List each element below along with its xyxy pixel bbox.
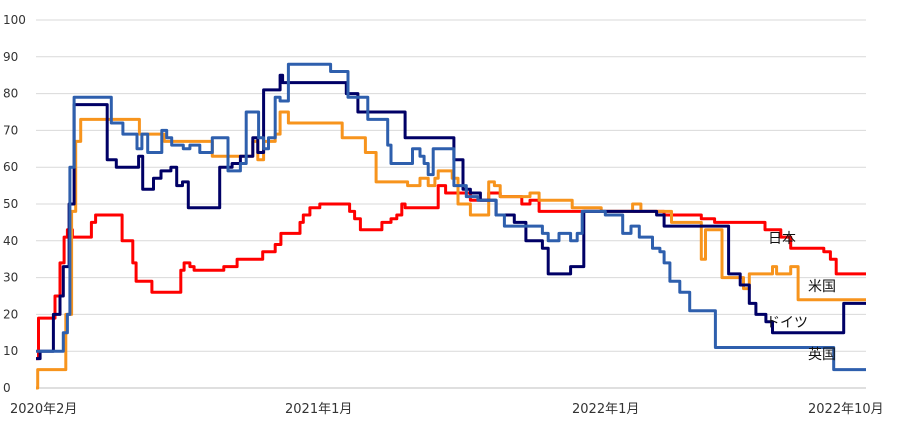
series-label: 日本 <box>768 231 796 247</box>
series-line-1 <box>36 110 866 390</box>
y-tick-label: 80 <box>3 87 18 101</box>
y-tick-label: 10 <box>3 344 18 358</box>
y-tick-label: 30 <box>3 271 18 285</box>
x-tick-label: 2020年2月 <box>10 402 77 417</box>
y-tick-label: 70 <box>3 123 18 137</box>
series-label: 英国 <box>808 346 836 363</box>
x-tick-label: 2021年1月 <box>285 402 352 417</box>
y-tick-label: 40 <box>3 234 18 248</box>
y-tick-label: 90 <box>3 50 18 64</box>
series-line-2 <box>36 73 866 361</box>
series-label: 米国 <box>808 279 836 295</box>
series-line-0 <box>36 184 866 361</box>
x-tick-label: 2022年10月 <box>808 402 884 417</box>
y-tick-label: 20 <box>3 307 18 321</box>
y-tick-label: 50 <box>3 197 18 211</box>
y-tick-label: 60 <box>3 160 18 174</box>
x-tick-label: 2022年1月 <box>572 402 639 417</box>
series-line-3 <box>36 62 866 372</box>
series-label: ドイツ <box>766 315 808 331</box>
y-tick-label: 0 <box>3 381 11 395</box>
y-tick-label: 100 <box>3 13 26 27</box>
